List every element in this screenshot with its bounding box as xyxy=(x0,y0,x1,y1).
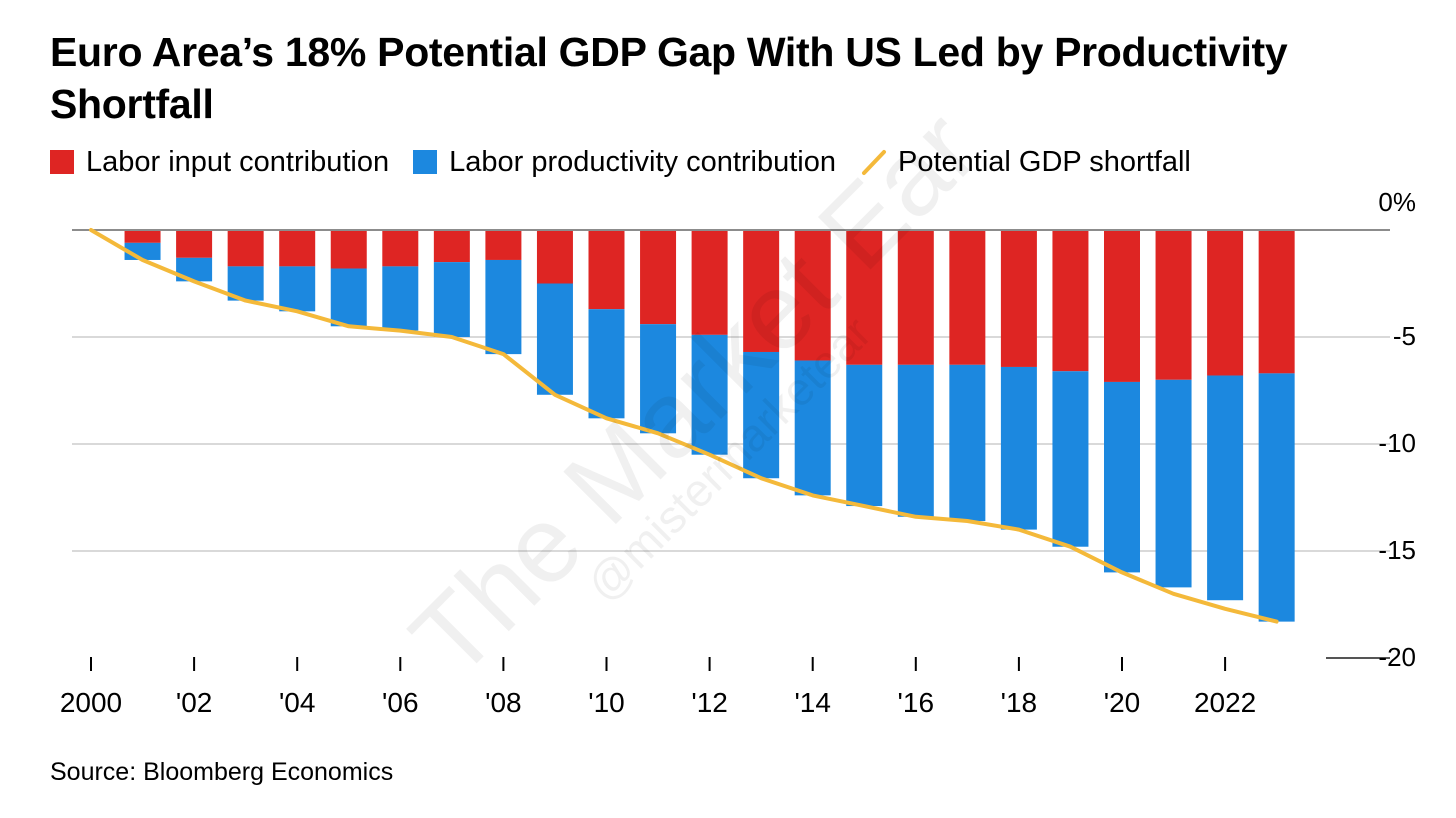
bar-labor-input xyxy=(794,230,831,361)
line-potential-gdp-shortfall xyxy=(89,228,1279,624)
bar-labor-productivity xyxy=(949,364,986,522)
x-tick-label: '18 xyxy=(1001,687,1038,718)
legend-item-shortfall: Potential GDP shortfall xyxy=(860,146,1191,179)
bar-labor-input xyxy=(485,230,522,260)
x-tick-label: 2022 xyxy=(1194,687,1256,718)
bar-labor-input xyxy=(176,230,213,258)
bar-labor-input xyxy=(1104,230,1140,382)
bar-labor-productivity xyxy=(846,364,883,507)
legend-label-shortfall: Potential GDP shortfall xyxy=(898,145,1191,178)
legend-item-labor-input: Labor input contribution xyxy=(50,146,389,179)
bar-labor-productivity xyxy=(1052,371,1089,547)
bar-labor-productivity xyxy=(485,259,522,355)
bar-labor-input xyxy=(1155,230,1192,380)
x-tick-label: '04 xyxy=(279,687,316,718)
bar-labor-input xyxy=(382,230,419,267)
x-tick-label: '10 xyxy=(588,687,625,718)
bar-labor-productivity xyxy=(1207,375,1244,601)
bar-labor-productivity xyxy=(794,360,831,496)
y-tick-label: -20 xyxy=(1378,642,1416,672)
bar-labor-productivity xyxy=(433,262,470,337)
bar-labor-input xyxy=(330,230,367,269)
chart-legend: Labor input contribution Labor productiv… xyxy=(50,144,1215,180)
x-tick-label: '06 xyxy=(382,687,419,718)
bar-labor-productivity xyxy=(279,266,316,312)
bar-labor-productivity xyxy=(588,309,625,419)
bar-labor-input xyxy=(227,230,264,267)
bar-labor-input xyxy=(1258,230,1295,374)
x-tick-label: '12 xyxy=(691,687,728,718)
x-tick-label: '16 xyxy=(898,687,935,718)
legend-label-labor-productivity: Labor productivity contribution xyxy=(449,145,836,178)
x-tick-label: '14 xyxy=(794,687,831,718)
x-tick-label: '08 xyxy=(485,687,522,718)
bar-labor-productivity xyxy=(1155,379,1192,588)
source-note: Source: Bloomberg Economics xyxy=(50,758,394,786)
chart-title: Euro Area’s 18% Potential GDP Gap With U… xyxy=(50,29,1288,127)
legend-item-labor-productivity: Labor productivity contribution xyxy=(413,146,836,179)
bar-labor-input xyxy=(743,230,780,352)
bar-labor-productivity xyxy=(1258,373,1295,622)
legend-swatch-labor-productivity xyxy=(413,150,438,174)
bar-labor-productivity xyxy=(330,268,367,327)
bar-labor-input xyxy=(1000,230,1037,367)
bar-labor-productivity xyxy=(1000,366,1037,530)
bar-labor-input xyxy=(124,230,161,243)
bar-labor-input xyxy=(433,230,470,263)
bar-labor-productivity xyxy=(897,364,934,517)
bar-labor-input xyxy=(279,230,316,267)
bar-labor-input xyxy=(1207,230,1244,376)
bar-labor-productivity xyxy=(640,324,677,434)
bar-labor-input xyxy=(691,230,728,335)
bar-labor-input xyxy=(846,230,883,365)
bar-labor-input xyxy=(897,230,934,365)
bar-labor-input xyxy=(1052,230,1089,372)
bar-labor-input xyxy=(640,230,677,325)
legend-label-labor-input: Labor input contribution xyxy=(86,145,390,178)
bar-labor-productivity xyxy=(691,334,728,455)
y-tick-label: -10 xyxy=(1378,428,1416,458)
bar-labor-productivity xyxy=(743,351,780,479)
x-tick-label: '02 xyxy=(176,687,213,718)
legend-swatch-shortfall xyxy=(862,150,886,175)
bar-labor-productivity xyxy=(176,257,213,282)
bar-labor-productivity xyxy=(382,266,419,331)
y-tick-label: 0% xyxy=(1378,187,1416,217)
bar-labor-input xyxy=(536,230,573,284)
y-tick-label: -15 xyxy=(1378,535,1416,565)
bar-labor-productivity xyxy=(536,283,573,395)
bar-labor-productivity xyxy=(1104,381,1140,573)
x-tick-label: 2000 xyxy=(60,687,122,718)
bar-labor-input xyxy=(949,230,986,365)
bar-labor-input xyxy=(588,230,625,310)
y-tick-label: -5 xyxy=(1393,321,1416,351)
legend-swatch-labor-input xyxy=(50,150,74,174)
x-tick-label: '20 xyxy=(1104,687,1141,718)
